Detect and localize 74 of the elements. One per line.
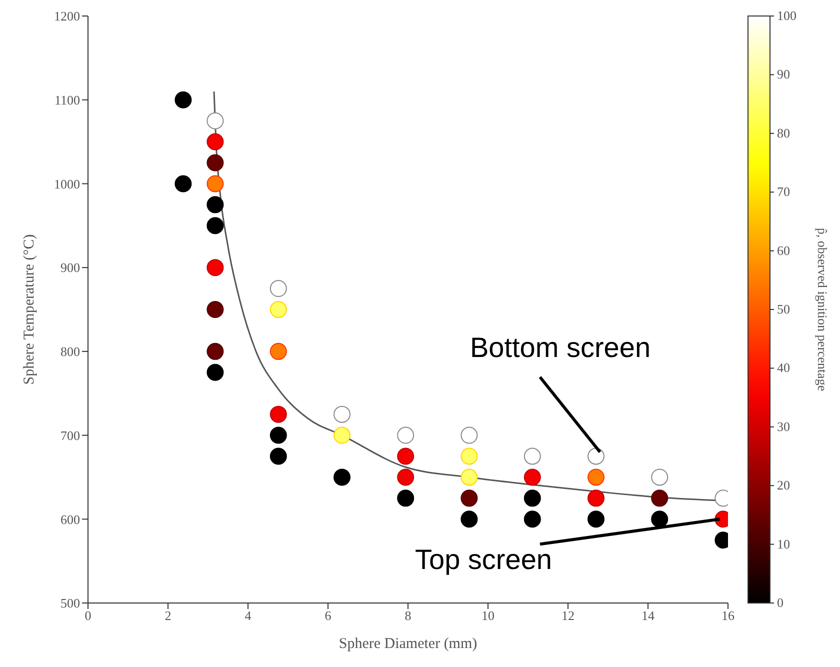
point	[334, 468, 350, 486]
color-bar-label: 70	[777, 184, 790, 200]
x-tick-label: 8	[404, 608, 412, 624]
point	[588, 468, 604, 486]
x-tick-label: 10	[482, 608, 494, 624]
color-bar-label: 40	[777, 360, 790, 376]
point	[334, 426, 350, 444]
annotation: Bottom screen	[470, 332, 651, 364]
point	[651, 468, 668, 486]
point	[206, 154, 224, 172]
y-tick-label: 1100	[54, 92, 80, 108]
point	[174, 175, 192, 192]
y-tick-label: 1000	[54, 176, 80, 192]
point	[206, 175, 224, 192]
point	[270, 448, 287, 465]
x-axis-title: Sphere Diameter (mm)	[338, 636, 478, 652]
point	[270, 406, 287, 423]
point	[397, 426, 414, 444]
color-bar-label: 100	[777, 8, 796, 23]
point	[206, 364, 224, 381]
x-tick-label: 4	[244, 608, 252, 624]
point	[397, 490, 414, 507]
y-tick-label: 900	[60, 260, 80, 276]
y-tick-label: 700	[60, 428, 80, 443]
point	[460, 510, 478, 528]
point	[397, 448, 414, 465]
point	[651, 510, 668, 528]
point	[588, 510, 604, 528]
point	[651, 490, 668, 507]
y-tick-label: 1200	[54, 8, 80, 24]
point	[460, 426, 478, 444]
point	[206, 301, 224, 318]
point	[206, 196, 224, 214]
x-tick-label: 6	[324, 608, 332, 624]
point	[460, 490, 478, 507]
point	[460, 448, 478, 465]
point	[524, 490, 541, 507]
x-tick-label: 0	[84, 608, 92, 624]
point	[270, 426, 287, 444]
point	[397, 468, 414, 486]
point	[270, 342, 287, 360]
color-bar-label: 0	[777, 595, 784, 610]
point	[270, 280, 287, 298]
y-tick-label: 600	[60, 512, 80, 527]
annotation: Top screen	[415, 544, 552, 576]
point	[206, 342, 224, 360]
color-bar-label: 10	[777, 536, 790, 552]
point	[206, 133, 224, 150]
point	[206, 217, 224, 234]
x-tick-label: 16	[722, 608, 735, 624]
point	[588, 490, 604, 507]
point	[524, 468, 541, 486]
point	[206, 112, 224, 130]
x-tick-label: 14	[642, 608, 655, 624]
point	[270, 301, 287, 318]
color-bar-label: 50	[777, 302, 790, 316]
point	[460, 468, 478, 486]
point	[334, 406, 350, 423]
point	[588, 448, 604, 465]
point	[174, 91, 192, 108]
color-bar-title: p̂, observed ignition percentage	[815, 228, 830, 392]
point	[206, 259, 224, 276]
y-tick-label: 800	[60, 344, 80, 360]
color-bar-label: 80	[777, 125, 790, 140]
x-tick-label: 2	[164, 608, 172, 624]
color-bar-label: 30	[777, 418, 790, 434]
color-bar-label: 60	[777, 242, 790, 258]
y-axis-title: Sphere Temperature (°C)	[21, 234, 38, 385]
x-tick-label: 12	[562, 608, 574, 624]
point	[524, 510, 541, 528]
y-tick-label: 500	[60, 596, 80, 611]
color-bar-label: 90	[777, 66, 790, 82]
color-bar-label: 20	[777, 478, 790, 493]
point	[524, 448, 541, 465]
